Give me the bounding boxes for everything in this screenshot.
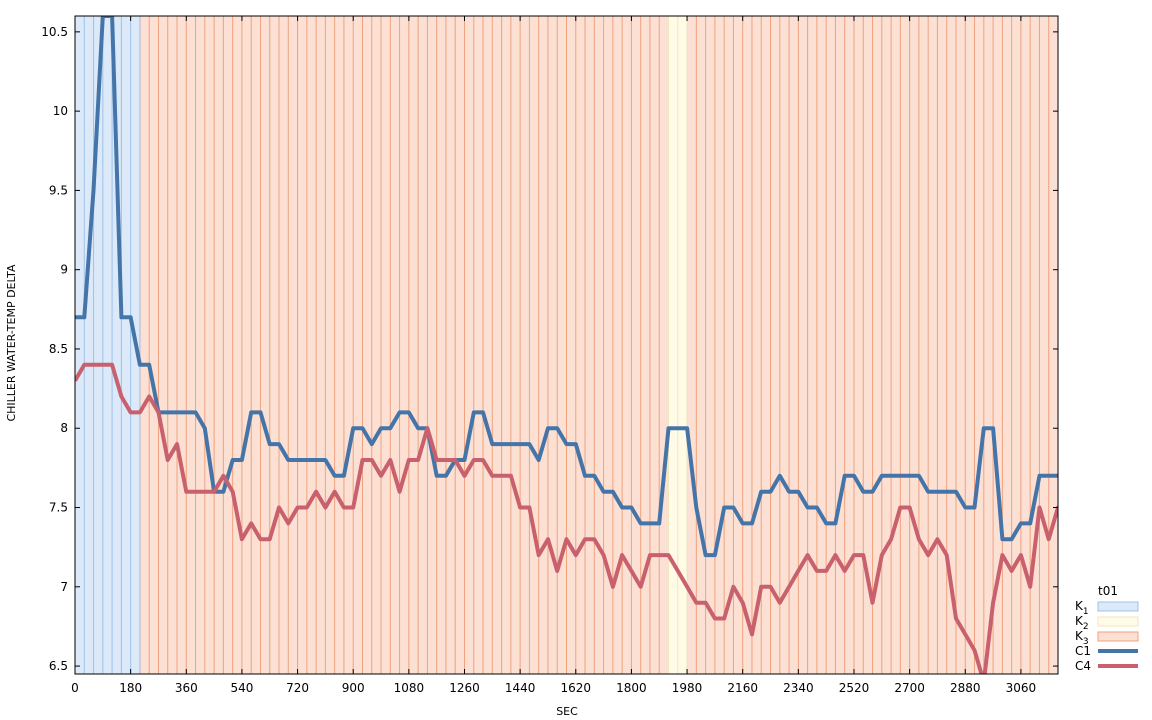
plot-frame: [74, 15, 1059, 675]
x-tick-label: 2160: [727, 681, 758, 695]
y-tick-label: 10.5: [41, 25, 68, 39]
x-tick-label: 1440: [505, 681, 536, 695]
legend-label-k1: K1: [1075, 599, 1089, 617]
x-tick-label: 1800: [616, 681, 647, 695]
y-tick-label: 9.5: [49, 183, 68, 197]
x-tick-label: 1260: [449, 681, 480, 695]
legend-entry: C4: [1075, 659, 1138, 673]
series-c1-line: [75, 16, 1058, 558]
legend-swatch-k1: [1097, 601, 1139, 612]
y-tick-label: 7: [60, 580, 68, 594]
series-lines: [75, 16, 1058, 674]
y-tick-label: 8.5: [49, 342, 68, 356]
x-tick-label: 0: [71, 681, 79, 695]
x-tick-label: 1980: [672, 681, 703, 695]
y-tick-label: 8: [60, 421, 68, 435]
x-tick-label: 1080: [394, 681, 425, 695]
x-tick-label: 3060: [1006, 681, 1037, 695]
legend-entry: K3: [1075, 629, 1139, 647]
region-k1: [74, 16, 141, 674]
region-k1-fill: [75, 16, 140, 674]
y-axis-ticks: 6.5 7 7.5 8 8.5 9 9.5 10 10.5: [41, 25, 1058, 673]
x-tick-label: 180: [119, 681, 142, 695]
region-k3-fill: [139, 16, 1058, 674]
legend-swatch-k3: [1097, 631, 1139, 642]
legend-swatch-k2: [1097, 616, 1139, 627]
legend-entry: K2: [1075, 614, 1139, 632]
x-tick-label: 2340: [783, 681, 814, 695]
x-tick-label: 900: [342, 681, 365, 695]
legend-entry: C1: [1075, 644, 1138, 658]
region-k2: [668, 16, 688, 674]
x-tick-label: 2700: [894, 681, 925, 695]
y-tick-label: 6.5: [49, 659, 68, 673]
legend-entry: K1: [1075, 599, 1139, 617]
region-k3: [139, 16, 1059, 674]
x-tick-label: 2880: [950, 681, 981, 695]
x-axis-title: SEC: [556, 705, 578, 718]
legend-label-k3: K3: [1075, 629, 1089, 647]
legend-label-c1: C1: [1075, 644, 1091, 658]
y-tick-label: 7.5: [49, 501, 68, 515]
y-tick-label: 10: [53, 104, 68, 118]
y-axis-title: CHILLER WATER-TEMP DELTA: [5, 264, 18, 422]
x-tick-label: 2520: [839, 681, 870, 695]
shaded-regions: [74, 16, 1059, 674]
legend-label-c4: C4: [1075, 659, 1091, 673]
x-tick-label: 540: [230, 681, 253, 695]
series-c4-line: [75, 362, 1058, 674]
x-tick-label: 360: [175, 681, 198, 695]
x-axis-ticks: 0 180 360 540 720 900 1080 1260 1440 1620 1800 1980…: [71, 16, 1036, 695]
x-tick-label: 720: [286, 681, 309, 695]
legend-label-k2: K2: [1075, 614, 1089, 632]
y-tick-label: 9: [60, 263, 68, 277]
x-tick-label: 1620: [561, 681, 592, 695]
legend-title: t01: [1098, 584, 1118, 598]
